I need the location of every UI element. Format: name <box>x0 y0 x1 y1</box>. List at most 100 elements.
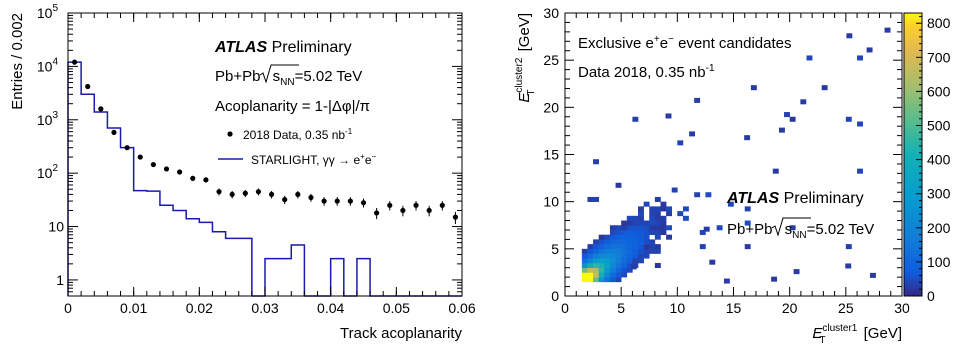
heatmap-cell <box>638 211 644 217</box>
heatmap-cell <box>609 258 616 264</box>
heatmap-cell <box>649 239 656 245</box>
data-point <box>282 196 288 203</box>
heatmap-cell <box>593 159 599 165</box>
y-tick-label: 104 <box>37 56 59 74</box>
colorbar-segment <box>904 162 922 167</box>
heatmap-cell <box>857 121 863 127</box>
colorbar-segment <box>904 179 922 184</box>
colorbar-segment <box>904 27 922 31</box>
colorbar-segment <box>904 151 922 155</box>
heatmap-cell <box>789 225 796 231</box>
heatmap-cell <box>857 168 863 174</box>
colorbar-tick-label: 300 <box>927 186 951 202</box>
heatmap-cell <box>654 262 661 268</box>
data-point <box>255 189 262 195</box>
heatmap-cell <box>666 206 673 212</box>
heatmap-cell <box>632 248 639 254</box>
heatmap-cell <box>581 258 588 264</box>
heatmap-cell <box>604 267 611 273</box>
heatmap-cell <box>649 244 656 250</box>
heatmap-cell <box>632 239 639 245</box>
heatmap-cell <box>621 234 628 240</box>
heatmap-cell <box>727 201 734 207</box>
data-point <box>137 154 143 160</box>
colorbar-tick-label: 600 <box>927 83 951 99</box>
data-point <box>177 169 183 175</box>
colorbar-segment <box>904 199 922 204</box>
annotation-line1: Exclusive e+e− event candidates <box>578 34 792 52</box>
colorbar-segment <box>904 188 922 192</box>
colorbar-segment <box>904 191 922 195</box>
heatmap-cell <box>744 135 751 141</box>
heatmap-cell <box>626 248 633 254</box>
colorbar-segment <box>904 202 922 206</box>
data-point <box>111 129 117 136</box>
colorbar-segment <box>904 35 922 39</box>
heatmap-cell <box>649 220 656 226</box>
heatmap-cell <box>626 215 633 221</box>
legend-data-label: 2018 Data, 0.35 nb-1 <box>243 127 353 142</box>
data-point <box>426 207 432 214</box>
heatmap-cell <box>789 116 796 122</box>
system-label: Pb+Pb sNN=5.02 TeV <box>727 221 874 241</box>
colorbar-segment <box>904 89 922 93</box>
heatmap-cell <box>587 253 594 259</box>
colorbar-segment <box>904 63 922 68</box>
heatmap-cell <box>626 262 633 268</box>
heatmap-cell <box>609 262 616 268</box>
heatmap-cell <box>638 248 644 254</box>
colorbar-segment <box>904 259 922 263</box>
heatmap-cell <box>609 272 616 278</box>
heatmap-cell <box>660 225 667 231</box>
y-tick-label: 103 <box>37 110 59 128</box>
x-tick-label: 5 <box>617 300 625 316</box>
heatmap-cell <box>869 272 876 278</box>
heatmap-cell <box>638 206 644 212</box>
heatmap-cell <box>643 234 650 240</box>
heatmap-cell <box>626 258 633 264</box>
heatmap-cell <box>705 192 712 198</box>
heatmap-cell <box>716 225 723 231</box>
heatmap-cell <box>581 248 588 254</box>
heatmap-cell <box>638 220 644 226</box>
heatmap-cell <box>846 33 853 39</box>
data-point <box>439 202 445 208</box>
heatmap-cell <box>604 272 611 278</box>
colorbar-segment <box>904 273 922 277</box>
colorbar-segment <box>904 46 922 51</box>
colorbar-segment <box>904 174 922 178</box>
heatmap-cell <box>793 269 800 275</box>
x-tick-label: 0.04 <box>317 300 344 316</box>
y-axis-title: Entries / 0.002 <box>9 13 26 110</box>
colorbar-segment <box>904 264 922 269</box>
colorbar-segment <box>904 32 922 37</box>
colorbar-segment <box>904 80 922 85</box>
right-chart-panel: 0055101015152020252530300100200300400500… <box>514 5 951 346</box>
heatmap-cell <box>587 196 594 202</box>
heatmap-cell <box>604 262 611 268</box>
y-tick-label: 102 <box>37 163 59 181</box>
heatmap-cell <box>632 116 639 122</box>
heatmap-cell <box>630 264 637 270</box>
y-tick-label: 0 <box>551 288 559 304</box>
data-point <box>334 198 340 204</box>
colorbar-segment <box>904 49 922 54</box>
x-tick-label: 20 <box>782 300 798 316</box>
heatmap-cell <box>654 211 661 217</box>
system-label: Pb+Pb sNN=5.02 TeV <box>215 68 362 88</box>
data-point <box>190 175 196 181</box>
colorbar-segment <box>904 281 922 286</box>
heatmap-cell <box>666 211 673 217</box>
heatmap-cell <box>806 55 813 61</box>
heatmap-cell <box>615 239 622 245</box>
heatmap-cell <box>621 258 628 264</box>
heatmap-cell <box>621 220 628 226</box>
heatmap-cell <box>772 168 779 174</box>
heatmap-cell <box>593 267 599 273</box>
colorbar-segment <box>904 160 922 164</box>
heatmap-cell <box>581 272 588 278</box>
colorbar-segment <box>904 208 922 212</box>
data-point <box>124 145 130 151</box>
heatmap-cell <box>593 258 599 264</box>
